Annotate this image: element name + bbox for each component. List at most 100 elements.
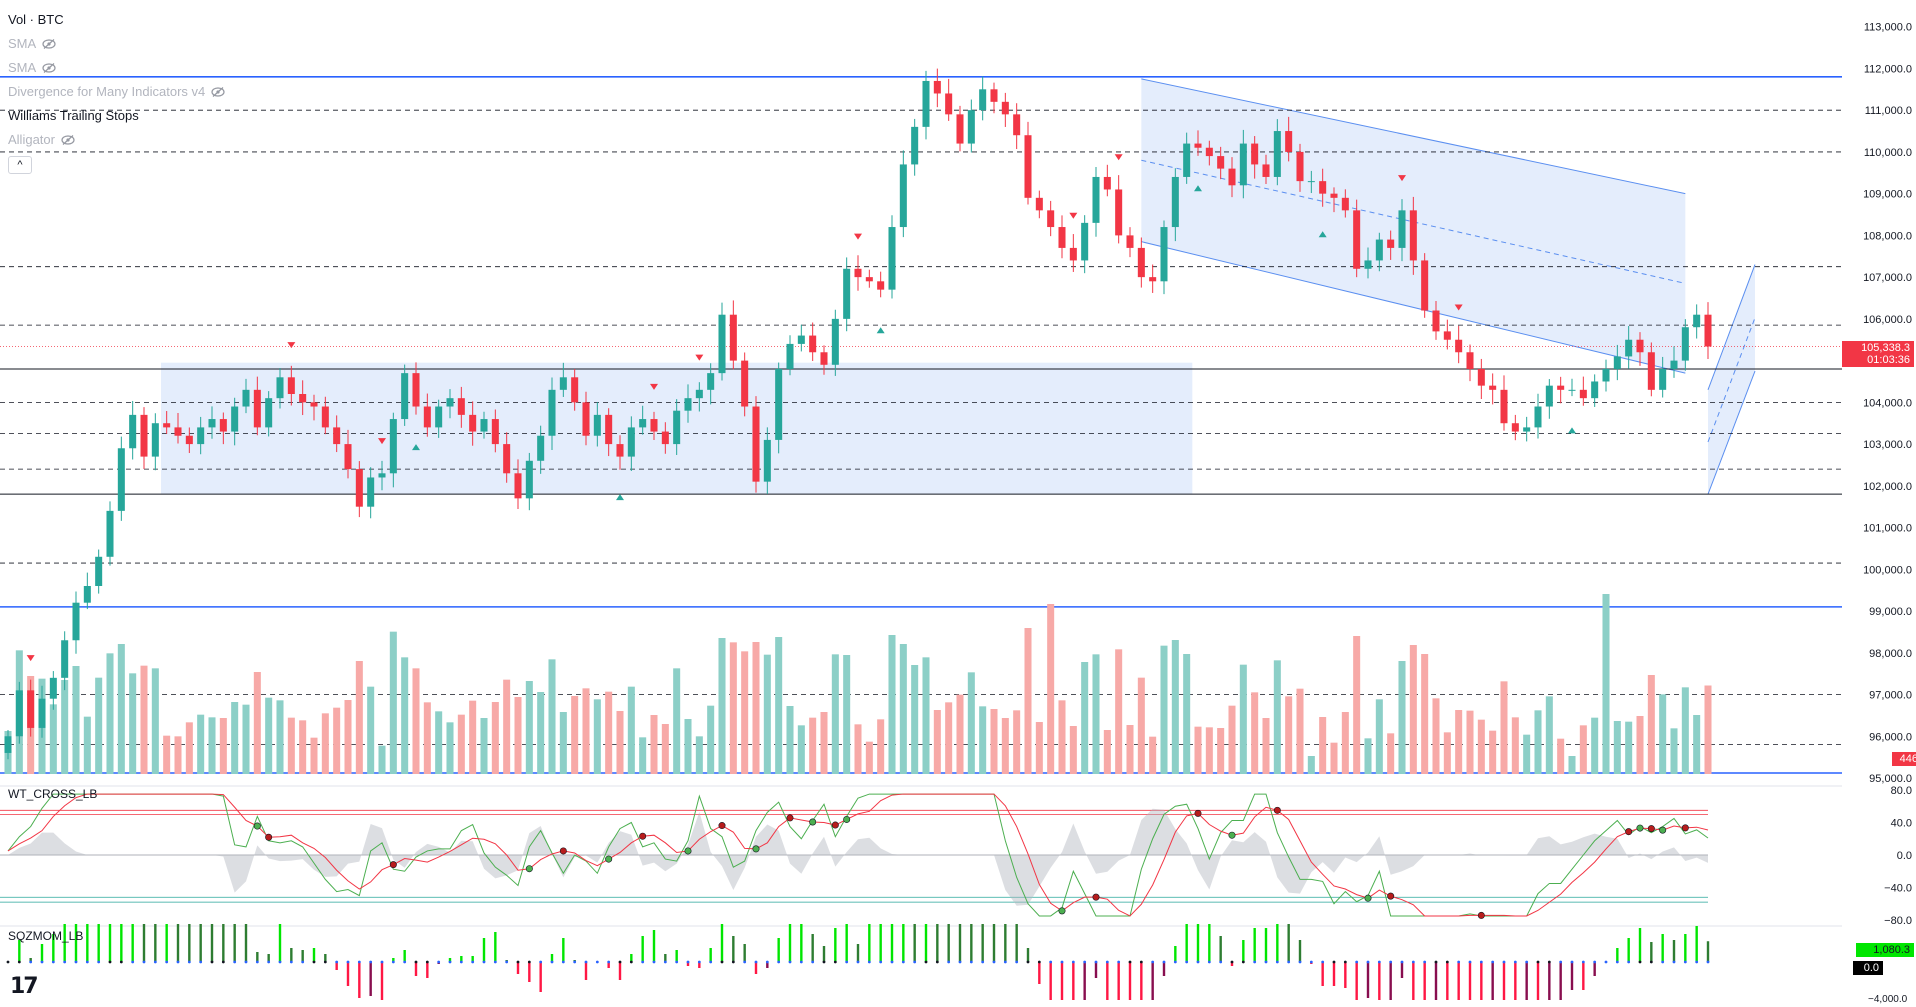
- tradingview-logo[interactable]: 17: [10, 974, 39, 999]
- squeeze-dot: [403, 960, 407, 964]
- squeeze-dot: [1355, 960, 1359, 964]
- price-axis[interactable]: 113,000.0 112,000.0 111,000.0 110,000.0 109,…: [1863, 22, 1912, 785]
- momentum-bar: [1174, 946, 1177, 962]
- squeeze-dot: [1139, 960, 1143, 964]
- cross-dot: [809, 818, 817, 826]
- wt-cross-label[interactable]: WT_CROSS_LB: [8, 787, 98, 801]
- momentum-bar: [1423, 962, 1426, 1000]
- up-marker: [1318, 231, 1327, 238]
- candle-body: [503, 444, 511, 474]
- momentum-bar: [1049, 962, 1052, 1000]
- momentum-bar: [1400, 962, 1404, 978]
- volume-bar: [1511, 717, 1519, 774]
- volume-bar: [537, 692, 545, 774]
- squeeze-dot: [1026, 960, 1030, 964]
- momentum-bar: [1344, 962, 1347, 988]
- collapse-legend-button[interactable]: ^: [8, 156, 32, 174]
- squeeze-dot: [323, 960, 327, 964]
- squeeze-dot: [1015, 960, 1019, 964]
- volume-bar: [117, 644, 125, 774]
- wt-cross-pane[interactable]: 80.0 40.0 0.0 −40.0 −80.0: [0, 785, 1912, 927]
- candle-body: [933, 80, 941, 94]
- momentum-bar: [1287, 924, 1290, 962]
- legend: Vol · BTC SMA SMA Divergence for Many In…: [8, 8, 225, 176]
- cross-dot: [265, 833, 273, 841]
- candle-body: [661, 431, 669, 445]
- squeeze-dot: [924, 960, 928, 964]
- up-channel-bottom-line: [1707, 370, 1756, 495]
- cross-dot: [1387, 892, 1395, 900]
- price-axis-label: 101,000.0: [1863, 523, 1912, 535]
- momentum-bar: [630, 954, 633, 962]
- squeeze-dot: [493, 960, 497, 964]
- volume-bar: [831, 654, 839, 774]
- volume-bar: [956, 694, 964, 774]
- candle-body: [877, 281, 885, 290]
- candle-body: [1183, 143, 1191, 177]
- candle-body: [1455, 339, 1463, 353]
- squeeze-dot: [697, 960, 701, 964]
- squeeze-dot: [1695, 960, 1699, 964]
- squeeze-dot: [1060, 960, 1064, 964]
- momentum-bar: [1060, 962, 1064, 1000]
- price-axis-label: 102,000.0: [1863, 481, 1912, 493]
- momentum-bar: [97, 924, 100, 962]
- candle-body: [582, 402, 590, 436]
- cross-dot: [1681, 824, 1689, 832]
- momentum-bar: [1321, 962, 1324, 986]
- volume-bar: [1137, 677, 1145, 774]
- momentum-bar: [222, 924, 225, 962]
- cross-dot: [639, 832, 647, 840]
- volume-bar: [423, 702, 431, 774]
- candle-body: [1432, 310, 1440, 332]
- price-axis-label: 98,000.0: [1869, 648, 1912, 660]
- candle-body: [752, 406, 760, 482]
- legend-item-williams[interactable]: Williams Trailing Stops: [8, 104, 225, 128]
- legend-title[interactable]: Vol · BTC: [8, 8, 225, 32]
- eye-hidden-icon[interactable]: [211, 87, 225, 97]
- squeeze-dot: [1128, 960, 1132, 964]
- momentum-bar: [1185, 924, 1188, 962]
- volume-bar: [843, 655, 851, 774]
- momentum-bar: [414, 962, 418, 976]
- price-axis-label: 112,000.0: [1864, 63, 1912, 75]
- momentum-bar: [1559, 962, 1562, 1000]
- legend-title-text: Vol · BTC: [8, 12, 64, 27]
- sqzmom-label[interactable]: SQZMOM_LB: [8, 929, 84, 943]
- squeeze-dot: [267, 960, 271, 964]
- squeeze-dot: [1298, 960, 1302, 964]
- volume-bar: [344, 700, 352, 774]
- candle-body: [1647, 352, 1655, 390]
- eye-hidden-icon[interactable]: [42, 63, 56, 73]
- eye-hidden-icon[interactable]: [42, 39, 56, 49]
- eye-hidden-icon[interactable]: [61, 135, 75, 145]
- momentum-bar: [244, 924, 248, 962]
- volume-bar: [1489, 730, 1497, 774]
- squeeze-dot: [1661, 960, 1665, 964]
- candle-body: [163, 423, 171, 428]
- candle-body: [1160, 227, 1168, 282]
- legend-item-alligator[interactable]: Alligator: [8, 128, 225, 152]
- squeeze-dot: [709, 960, 713, 964]
- momentum-bar: [1355, 962, 1358, 1000]
- down-marker: [1398, 175, 1406, 182]
- volume-bar: [990, 709, 998, 774]
- momentum-bar: [550, 954, 554, 962]
- legend-item-label: SMA: [8, 60, 37, 75]
- legend-item-sma-1[interactable]: SMA: [8, 32, 225, 56]
- legend-item-divergence[interactable]: Divergence for Many Indicators v4: [8, 80, 225, 104]
- volume-bar: [911, 665, 919, 774]
- candle-body: [378, 473, 386, 478]
- squeeze-dot: [1083, 960, 1087, 964]
- momentum-bar: [1672, 940, 1676, 962]
- volume-bar: [1330, 742, 1338, 774]
- sqzmom-pane[interactable]: [0, 924, 1842, 1000]
- squeeze-dot: [1377, 960, 1381, 964]
- candle-body: [446, 398, 454, 407]
- candle-body: [1681, 327, 1689, 361]
- legend-item-sma-2[interactable]: SMA: [8, 56, 225, 80]
- squeeze-dot: [380, 960, 384, 964]
- momentum-bar: [800, 924, 803, 962]
- squeeze-dot: [833, 960, 837, 964]
